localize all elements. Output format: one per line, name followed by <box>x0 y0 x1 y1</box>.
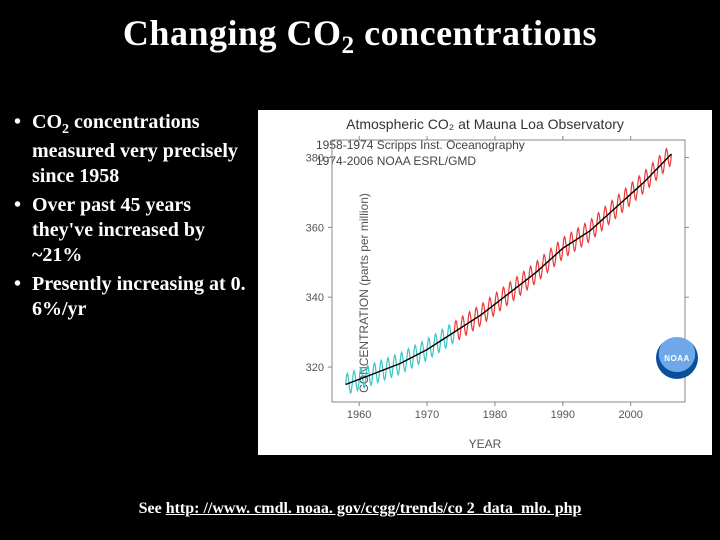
svg-text:320: 320 <box>306 362 324 374</box>
list-item: Presently increasing at 0. 6%/yr <box>14 272 248 322</box>
svg-text:1990: 1990 <box>551 409 575 421</box>
svg-text:360: 360 <box>306 223 324 235</box>
co2-chart: Atmospheric CO₂ at Mauna Loa Observatory… <box>258 110 712 455</box>
svg-text:2000: 2000 <box>618 409 642 421</box>
svg-text:1960: 1960 <box>347 409 371 421</box>
list-item: CO2 concentrations measured very precise… <box>14 110 248 189</box>
footer-citation: See http: //www. cmdl. noaa. gov/ccgg/tr… <box>0 500 720 518</box>
title-suffix: concentrations <box>355 13 597 53</box>
svg-text:340: 340 <box>306 292 324 304</box>
list-item: Over past 45 years they've increased by … <box>14 193 248 268</box>
svg-text:1980: 1980 <box>483 409 507 421</box>
noaa-logo-icon: NOAA <box>656 337 698 379</box>
slide-title: Changing CO2 concentrations <box>0 0 720 60</box>
title-prefix: Changing CO <box>123 13 342 53</box>
bullet-list: CO2 concentrations measured very precise… <box>8 110 258 455</box>
footer-link[interactable]: http: //www. cmdl. noaa. gov/ccgg/trends… <box>166 500 582 517</box>
content-row: CO2 concentrations measured very precise… <box>0 60 720 455</box>
svg-text:380: 380 <box>306 153 324 165</box>
svg-text:1970: 1970 <box>415 409 439 421</box>
chart-title: Atmospheric CO₂ at Mauna Loa Observatory <box>258 116 712 132</box>
title-sub: 2 <box>342 32 355 59</box>
footer-prefix: See <box>139 500 166 517</box>
chart-plot: 320 340 360 380 1960 1970 1980 1990 2000 <box>300 132 695 430</box>
chart-xlabel: YEAR <box>258 437 712 451</box>
